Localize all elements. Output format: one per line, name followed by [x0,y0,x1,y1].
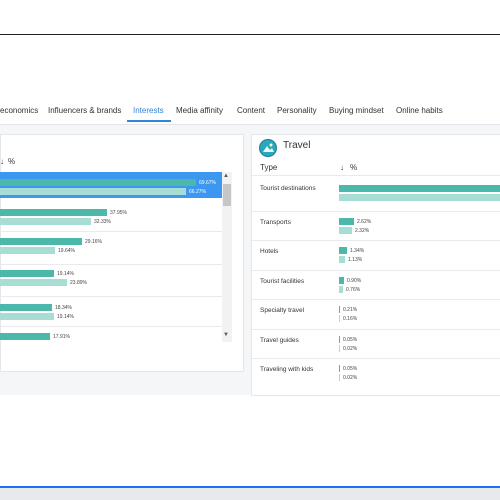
taskbar-edge [0,486,500,488]
left-scrollbar[interactable]: ▲ ▼ [222,172,232,342]
left-bar-secondary [0,247,55,254]
tab-media-affinity[interactable]: Media affinity [176,106,223,115]
tab-buying-mindset[interactable]: Buying mindset [329,106,384,115]
travel-bar-primary [339,247,347,254]
left-value-secondary: 32.33% [94,219,111,225]
travel-row-divider [252,299,500,300]
scroll-down-icon[interactable]: ▼ [223,332,229,338]
travel-row-label: Hotels [260,248,279,255]
travel-value-secondary: 2.32% [355,228,370,234]
travel-bar-primary [339,306,340,313]
left-bar-secondary [0,279,67,286]
travel-bar-secondary [339,374,340,381]
travel-bar-primary [339,277,344,284]
active-tab-indicator [127,120,171,122]
travel-row-divider [252,211,500,212]
left-pct-header: % [8,157,16,166]
left-value-primary: 19.14% [57,271,74,277]
travel-row-label: Travel guides [260,337,299,344]
travel-bar-primary [339,218,354,225]
travel-bar-secondary [339,286,343,293]
app-window: economics Influencers & brands Interests… [0,0,500,488]
left-value-secondary: 23.89% [70,280,87,286]
left-bar-primary [0,238,82,245]
travel-icon [259,139,277,157]
sort-arrow-icon-right[interactable]: ↓ [340,163,344,172]
type-column-header: Type [260,163,278,172]
travel-value-secondary: 0.76% [346,287,361,293]
left-bar-secondary [0,218,91,225]
travel-row-divider [252,358,500,359]
travel-value-primary: 0.05% [343,366,358,372]
travel-bar-secondary [339,315,340,322]
scroll-up-icon[interactable]: ▲ [223,173,229,179]
travel-row-divider [252,240,500,241]
travel-card [251,134,500,396]
travel-row-divider [252,270,500,271]
left-bar-secondary [0,188,186,195]
interest-tabs: economics Influencers & brands Interests… [0,100,500,125]
travel-bar-secondary [339,227,352,234]
tab-online-habits[interactable]: Online habits [396,106,443,115]
travel-value-secondary: 0.16% [343,316,358,322]
travel-value-primary: 0.90% [347,278,362,284]
travel-value-primary: 1.34% [350,248,365,254]
travel-value-primary: 0.21% [343,307,358,313]
travel-value-secondary: 0.02% [343,346,358,352]
travel-row-label: Traveling with kids [260,366,314,373]
tab-interests[interactable]: Interests [133,106,164,115]
left-bar-primary [0,209,107,216]
travel-bar-secondary [339,256,345,263]
travel-value-primary: 0.05% [343,337,358,343]
left-bar-primary [0,333,50,340]
left-bar-secondary [0,313,54,320]
tab-content[interactable]: Content [237,106,266,115]
left-value-secondary: 19.64% [58,248,75,254]
tab-economics[interactable]: economics [0,106,39,115]
left-value-primary: 69.67% [199,180,216,186]
sort-arrow-icon[interactable]: ↓ [0,157,4,166]
tab-influencers-brands[interactable]: Influencers & brands [48,106,122,115]
travel-bar-primary [339,185,500,192]
left-bar-primary [0,270,54,277]
travel-row-divider [252,329,500,330]
travel-value-secondary: 1.13% [348,257,363,263]
scroll-thumb[interactable] [223,184,231,206]
left-value-primary: 17.91% [53,334,70,340]
travel-value-primary: 2.62% [357,219,372,225]
top-bar [0,0,500,35]
travel-row-label: Transports [260,219,291,226]
travel-bar-primary [339,365,340,372]
right-pct-header: % [350,163,358,172]
left-value-primary: 18.34% [55,305,72,311]
travel-bar-secondary [339,194,500,201]
left-value-primary: 29.16% [85,239,102,245]
travel-bar-primary [339,336,340,343]
left-value-secondary: 19.14% [57,314,74,320]
left-bar-primary [0,179,196,186]
left-bar-primary [0,304,52,311]
left-value-primary: 37.95% [110,210,127,216]
travel-bar-secondary [339,345,340,352]
travel-value-secondary: 0.02% [343,375,358,381]
travel-row-label: Tourist facilities [260,278,305,285]
travel-row-label: Specialty travel [260,307,305,314]
tab-personality[interactable]: Personality [277,106,317,115]
travel-row-label: Tourist destinations [260,185,316,192]
travel-title: Travel [283,140,311,151]
left-value-secondary: 66.27% [189,189,206,195]
